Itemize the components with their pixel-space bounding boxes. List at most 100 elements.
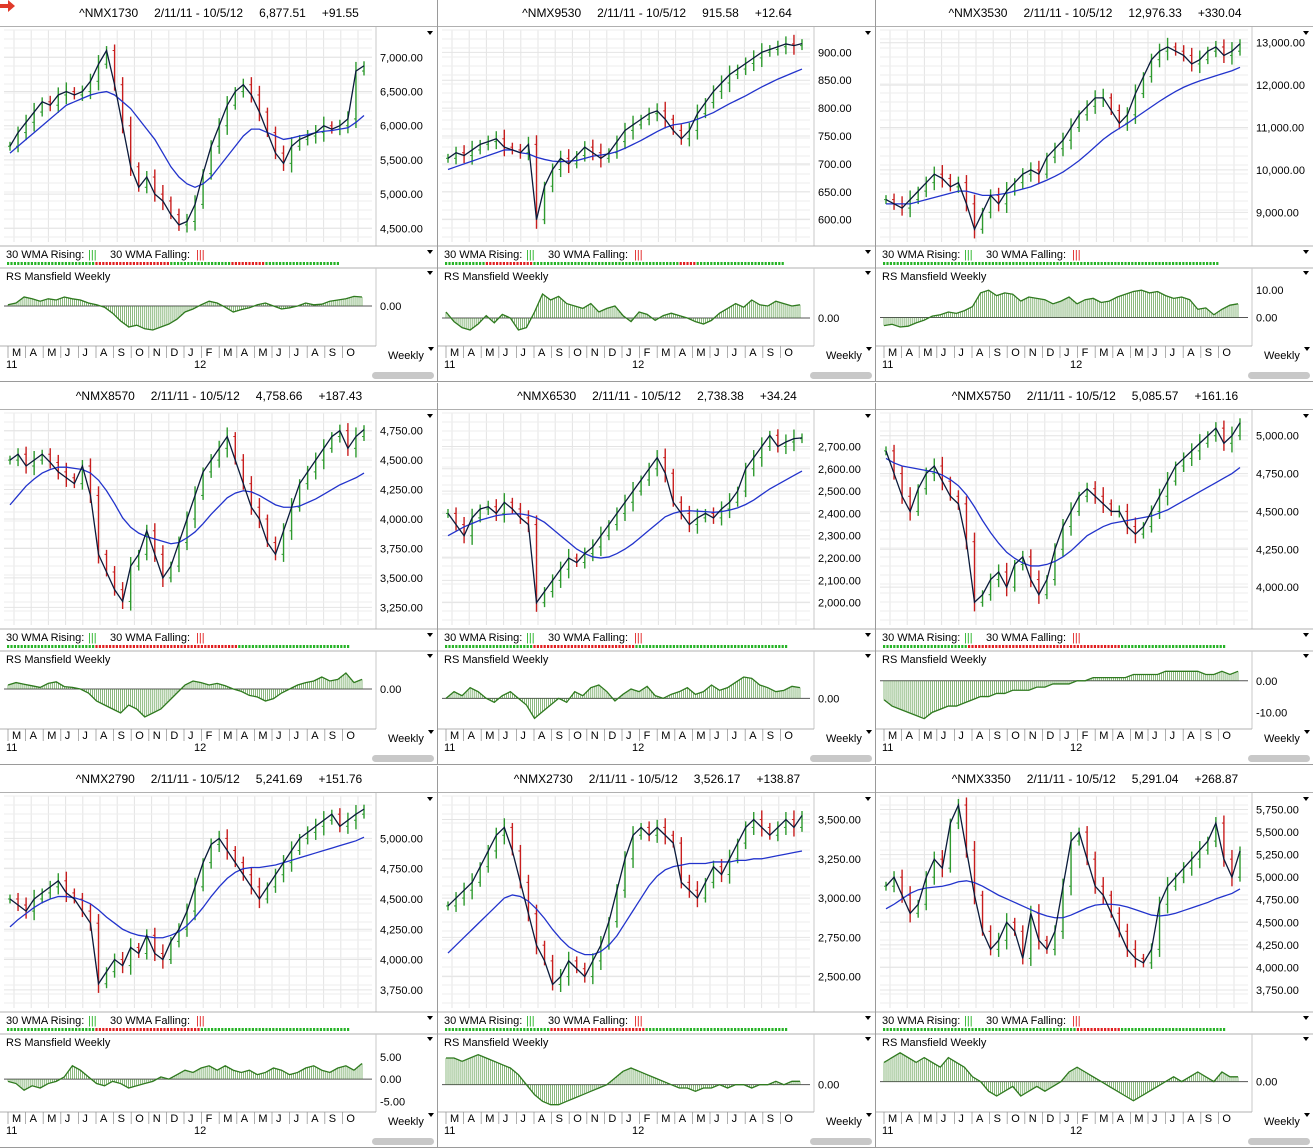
wma-dot xyxy=(1117,645,1120,648)
dropdown-arrow-icon[interactable] xyxy=(428,730,434,734)
period-selector[interactable]: Weekly xyxy=(826,733,862,745)
x-month-label: A xyxy=(538,730,546,742)
wma-rising-label: 30 WMA Rising: xyxy=(882,632,960,644)
dropdown-arrow-icon[interactable] xyxy=(866,1113,872,1117)
dropdown-arrow-icon[interactable] xyxy=(866,730,872,734)
x-month-label: O xyxy=(573,347,582,359)
wma-dot xyxy=(1212,645,1215,648)
period-selector[interactable]: Weekly xyxy=(1264,1116,1300,1128)
dropdown-arrow-icon[interactable] xyxy=(1303,797,1309,801)
ma-line xyxy=(885,457,1241,567)
dropdown-arrow-icon[interactable] xyxy=(865,654,871,658)
dropdown-arrow-icon[interactable] xyxy=(865,797,871,801)
wma-dot xyxy=(166,1028,169,1031)
period-selector[interactable]: Weekly xyxy=(1264,733,1300,745)
chart-header-text: ^NMX2790 2/11/11 - 10/5/12 5,241.69 +151.76 xyxy=(0,772,437,786)
dropdown-arrow-icon[interactable] xyxy=(865,31,871,35)
dropdown-arrow-icon[interactable] xyxy=(427,633,433,637)
wma-dot xyxy=(785,645,788,648)
wma-dot xyxy=(347,645,350,648)
dropdown-arrow-icon[interactable] xyxy=(865,250,871,254)
wma-dot xyxy=(1053,645,1056,648)
dropdown-arrow-icon[interactable] xyxy=(1303,31,1309,35)
dropdown-arrow-icon[interactable] xyxy=(1303,654,1309,658)
dropdown-arrow-icon[interactable] xyxy=(1303,633,1309,637)
wma-rising-label: 30 WMA Rising: xyxy=(444,1015,522,1027)
wma-dot xyxy=(513,645,516,648)
wma-dot xyxy=(703,1028,706,1031)
wma-dot xyxy=(594,645,597,648)
period-selector[interactable]: Weekly xyxy=(388,350,424,362)
wma-dot xyxy=(523,645,526,648)
scrollbar-thumb[interactable] xyxy=(1248,755,1310,762)
dropdown-arrow-icon[interactable] xyxy=(866,347,872,351)
wma-dot xyxy=(560,645,563,648)
wma-dot xyxy=(343,1028,346,1031)
scrollbar-thumb[interactable] xyxy=(372,372,434,379)
dropdown-arrow-icon[interactable] xyxy=(1303,271,1309,275)
dropdown-arrow-icon[interactable] xyxy=(427,31,433,35)
price-tick-label: 650.00 xyxy=(818,187,852,199)
dropdown-arrow-icon[interactable] xyxy=(865,633,871,637)
dropdown-arrow-icon[interactable] xyxy=(427,1016,433,1020)
wma-dot xyxy=(1049,645,1052,648)
dropdown-arrow-icon[interactable] xyxy=(427,797,433,801)
dropdown-arrow-icon[interactable] xyxy=(1303,1016,1309,1020)
wma-dot xyxy=(51,1028,54,1031)
scrollbar-thumb[interactable] xyxy=(372,755,434,762)
wma-dot xyxy=(296,645,299,648)
wma-dot xyxy=(632,262,635,265)
arrow-flag-icon[interactable] xyxy=(0,0,16,12)
scrollbar-thumb[interactable] xyxy=(1248,1138,1310,1145)
wma-dot xyxy=(1121,262,1124,265)
wma-dot xyxy=(1124,262,1127,265)
wma-dot xyxy=(98,1028,101,1031)
x-month-label: O xyxy=(1011,730,1020,742)
wma-dot xyxy=(903,1028,906,1031)
dropdown-arrow-icon[interactable] xyxy=(865,1016,871,1020)
dropdown-arrow-icon[interactable] xyxy=(865,414,871,418)
period-selector[interactable]: Weekly xyxy=(1264,350,1300,362)
dropdown-arrow-icon[interactable] xyxy=(1303,414,1309,418)
wma-dot xyxy=(1059,262,1062,265)
wma-dot xyxy=(913,645,916,648)
wma-dot xyxy=(289,1028,292,1031)
dropdown-arrow-icon[interactable] xyxy=(427,250,433,254)
scrollbar-thumb[interactable] xyxy=(810,755,872,762)
dropdown-arrow-icon[interactable] xyxy=(1304,1113,1310,1117)
wma-dot xyxy=(666,1028,669,1031)
dropdown-arrow-icon[interactable] xyxy=(1304,730,1310,734)
wma-dot xyxy=(734,262,737,265)
dropdown-arrow-icon[interactable] xyxy=(1303,250,1309,254)
scrollbar-thumb[interactable] xyxy=(810,1138,872,1145)
x-month-label: F xyxy=(1082,347,1089,359)
scrollbar-thumb[interactable] xyxy=(810,372,872,379)
dropdown-arrow-icon[interactable] xyxy=(865,271,871,275)
dropdown-arrow-icon[interactable] xyxy=(428,347,434,351)
price-tick-label: 4,000.00 xyxy=(1256,582,1299,594)
dropdown-arrow-icon[interactable] xyxy=(427,414,433,418)
wma-dot xyxy=(930,1028,933,1031)
dropdown-arrow-icon[interactable] xyxy=(427,271,433,275)
wma-dot xyxy=(234,645,237,648)
dropdown-arrow-icon[interactable] xyxy=(428,1113,434,1117)
scrollbar-thumb[interactable] xyxy=(372,1138,434,1145)
scrollbar-thumb[interactable] xyxy=(1248,372,1310,379)
wma-dot xyxy=(119,645,122,648)
wma-dot xyxy=(608,262,611,265)
wma-dot xyxy=(659,645,662,648)
period-selector[interactable]: Weekly xyxy=(826,350,862,362)
x-month-label: M xyxy=(485,347,494,359)
period-selector[interactable]: Weekly xyxy=(826,1116,862,1128)
dropdown-arrow-icon[interactable] xyxy=(1303,1037,1309,1041)
dropdown-arrow-icon[interactable] xyxy=(865,1037,871,1041)
wma-dot xyxy=(132,645,135,648)
wma-dot xyxy=(971,1028,974,1031)
period-selector[interactable]: Weekly xyxy=(388,733,424,745)
period-selector[interactable]: Weekly xyxy=(388,1116,424,1128)
wma-dot xyxy=(764,1028,767,1031)
dropdown-arrow-icon[interactable] xyxy=(1304,347,1310,351)
dropdown-arrow-icon[interactable] xyxy=(427,1037,433,1041)
x-month-label: A xyxy=(749,1113,757,1125)
dropdown-arrow-icon[interactable] xyxy=(427,654,433,658)
